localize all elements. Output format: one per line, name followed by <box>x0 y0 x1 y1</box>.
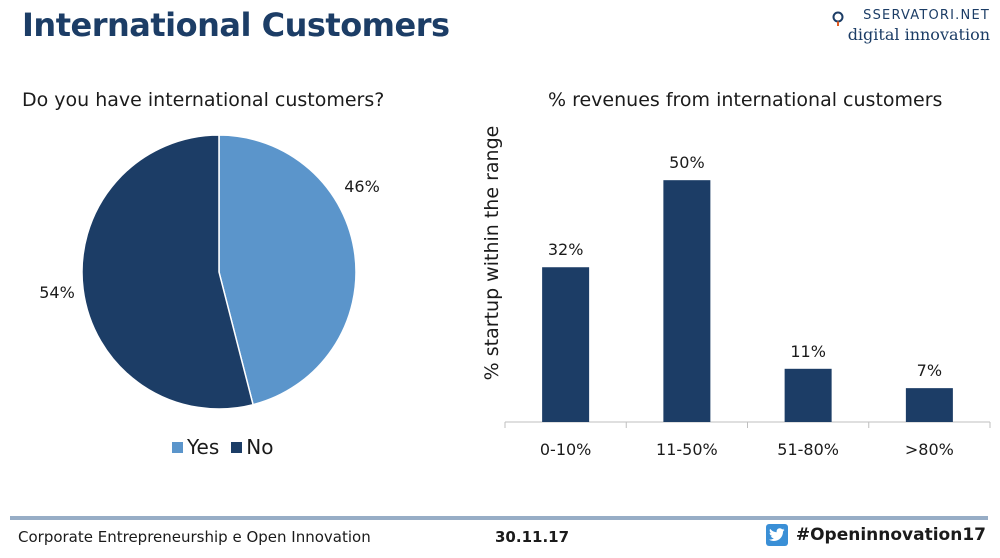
legend-label-no: No <box>246 435 274 459</box>
footer-hashtag: #Openinnovation17 <box>765 524 986 546</box>
bar-data-label: 11% <box>790 342 826 361</box>
logo-bottom-text: digital innovation <box>847 25 990 44</box>
x-tick-label: >80% <box>905 440 954 459</box>
legend-swatch-yes <box>172 441 183 453</box>
osservatori-logo: SSERVATORI.NET digital innovation <box>830 8 990 48</box>
logo-top-text: SSERVATORI.NET <box>863 8 990 23</box>
footer-divider <box>10 516 988 520</box>
footer-date: 30.11.17 <box>495 528 570 546</box>
bar-2 <box>663 180 711 422</box>
pin-icon <box>832 11 844 26</box>
bar-data-label: 50% <box>669 153 705 172</box>
twitter-icon <box>765 524 788 546</box>
hashtag-text: #Openinnovation17 <box>795 525 986 545</box>
page-title: International Customers <box>22 6 450 44</box>
bar-chart-title: % revenues from international customers <box>548 89 943 111</box>
bar-4 <box>905 388 953 422</box>
legend-item-yes: Yes <box>172 435 219 459</box>
pie-chart-title: Do you have international customers? <box>22 89 385 111</box>
legend-item-no: No <box>231 435 274 459</box>
bar-3 <box>784 368 832 422</box>
legend-label-yes: Yes <box>187 435 220 459</box>
x-tick-label: 51-80% <box>777 440 839 459</box>
pie-data-label-no: 54% <box>39 283 75 302</box>
x-tick-label: 11-50% <box>656 440 718 459</box>
pie-legend: Yes No <box>172 435 286 459</box>
footer-event-name: Corporate Entrepreneurship e Open Innova… <box>18 528 371 546</box>
pie-slice-no <box>81 134 254 410</box>
x-tick-label: 0-10% <box>540 440 592 459</box>
legend-swatch-no <box>231 441 243 453</box>
pie-data-label-yes: 46% <box>344 177 380 196</box>
bar-data-label: 7% <box>917 361 942 380</box>
bar-1 <box>542 267 590 422</box>
pie-slice-yes <box>218 134 357 406</box>
bar-data-label: 32% <box>548 240 584 259</box>
y-axis-label: % startup within the range <box>481 126 503 381</box>
